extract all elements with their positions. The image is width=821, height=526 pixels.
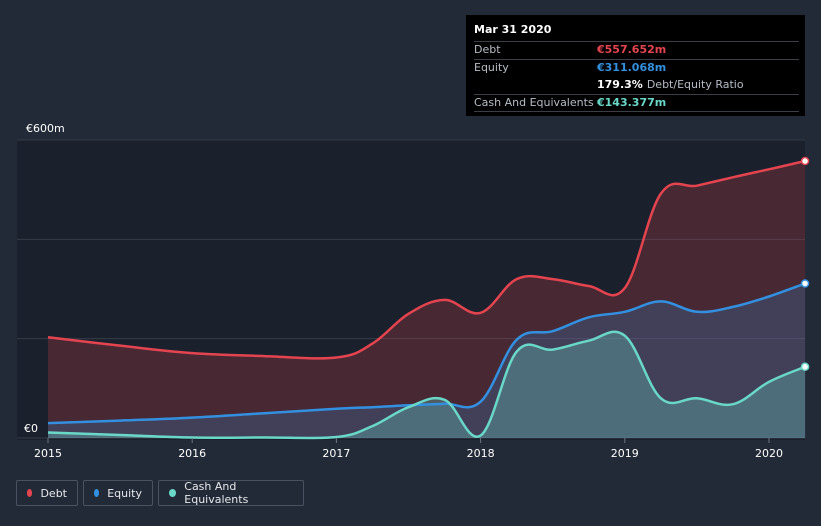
y-axis-top-label: €600m [26,122,65,135]
legend-cash[interactable]: Cash And Equivalents [158,480,304,506]
tooltip-equity-value: €311.068m [597,60,667,74]
tooltip-ratio-value: 179.3% [597,78,643,91]
tooltip-debt-label: Debt [474,43,501,56]
cash-legend-dot-icon [169,489,177,497]
data-tooltip: Mar 31 2020 Debt €557.652m Equity €311.0… [466,15,805,116]
tooltip-debt-value: €557.652m [597,43,667,56]
legend-debt[interactable]: Debt [16,480,78,506]
equity-legend-dot-icon [94,489,100,497]
x-tick-label: 2016 [178,447,206,460]
tooltip-equity-row: Equity €311.068m [474,58,799,77]
tooltip-ratio-row: 179.3% Debt/Equity Ratio [474,76,799,94]
cash-and-equivalents-end-marker [800,362,810,372]
equity-end-marker [800,279,810,288]
tooltip-debt-row: Debt €557.652m [474,41,799,59]
x-tick-label: 2015 [34,447,62,460]
legend-equity[interactable]: Equity [83,480,153,506]
tooltip-cash-label: Cash And Equivalents [474,95,594,109]
tooltip-cash-row: Cash And Equivalents €143.377m [474,93,799,112]
legend-equity-label: Equity [107,486,142,500]
equity-area [48,283,806,438]
legend-cash-label: Cash And Equivalents [184,480,249,506]
cash-and-equivalents-line [47,330,806,440]
debt-area [48,161,806,438]
cash-and-equivalents-area [48,331,806,439]
legend-debt-label: Debt [40,486,67,500]
tooltip-ratio-label: Debt/Equity Ratio [646,78,744,91]
debt-end-marker [800,156,810,166]
x-tick-label: 2020 [755,447,783,460]
plot-area [17,140,805,440]
debt-legend-dot-icon [27,489,33,497]
y-axis-bottom-label: €0 [24,422,38,435]
x-tick-label: 2017 [322,447,350,460]
x-tick-label: 2019 [611,447,639,460]
debt-line [47,159,806,360]
x-tick-label: 2018 [467,447,495,460]
tooltip-equity-label: Equity [474,60,509,74]
tooltip-cash-value: €143.377m [597,95,667,109]
equity-line [47,282,806,425]
tooltip-date: Mar 31 2020 [474,23,552,36]
